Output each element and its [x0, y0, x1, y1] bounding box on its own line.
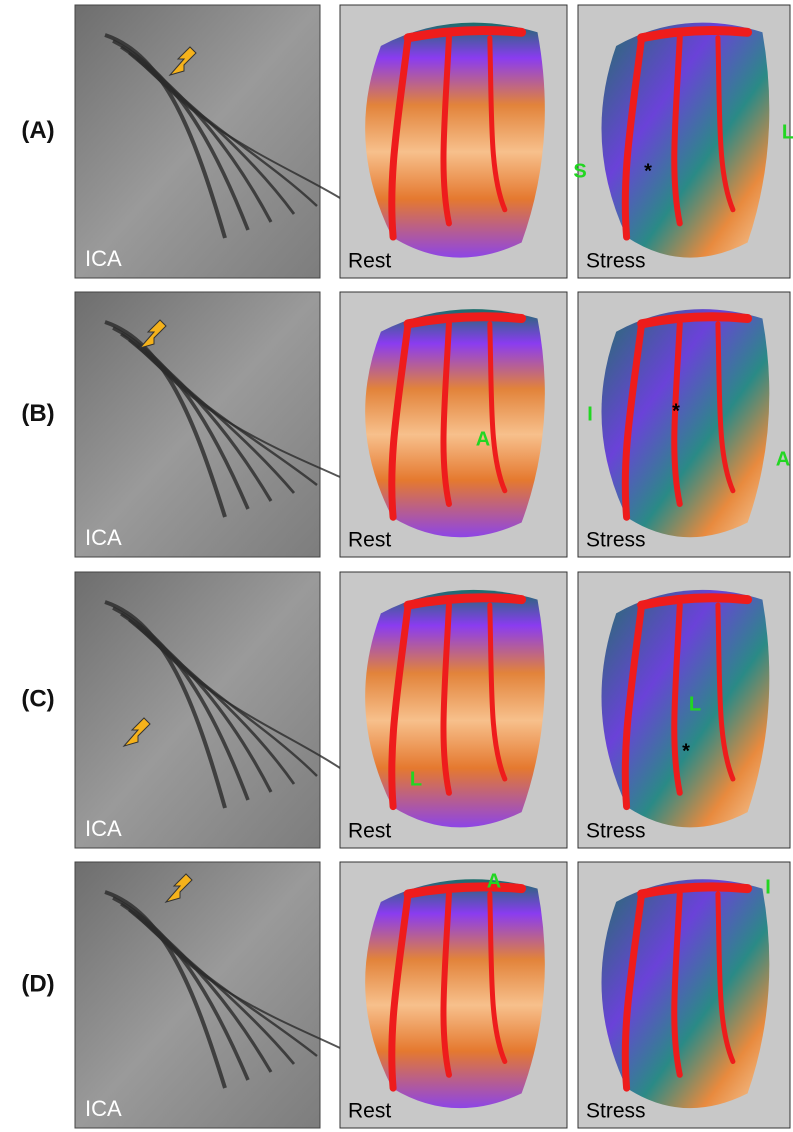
marker: L	[410, 768, 422, 790]
row-label: (D)	[21, 970, 54, 997]
panels: (A) ICA Rest Stress S * L (B) ICA Rest A Stress I * A (…	[21, 5, 793, 1128]
marker: *	[682, 740, 690, 762]
row-label: (C)	[21, 685, 54, 712]
row-label: (B)	[21, 400, 54, 427]
angiogram-image	[75, 862, 320, 1128]
marker: I	[587, 403, 593, 425]
marker: *	[644, 160, 652, 182]
angiogram-image	[75, 5, 320, 278]
figure: (A) ICA Rest Stress S * L (B) ICA Rest A Stress I * A (…	[0, 0, 793, 1132]
marker: I	[765, 876, 771, 898]
marker: *	[672, 400, 680, 422]
stress-label: Stress	[586, 1100, 646, 1123]
angiogram-image	[75, 292, 320, 557]
marker: A	[776, 448, 790, 470]
rest-label: Rest	[348, 1100, 391, 1123]
angiogram-image	[75, 572, 320, 848]
ica-label: ICA	[85, 816, 122, 841]
ica-label: ICA	[85, 525, 122, 550]
row-label: (A)	[21, 117, 54, 144]
ica-label: ICA	[85, 1096, 122, 1121]
stress-label: Stress	[586, 820, 646, 843]
rest-label: Rest	[348, 820, 391, 843]
rest-label: Rest	[348, 250, 391, 273]
marker: A	[476, 428, 490, 450]
stress-label: Stress	[586, 529, 646, 552]
marker: A	[487, 870, 501, 892]
marker: L	[782, 121, 793, 143]
marker: L	[689, 693, 701, 715]
ica-label: ICA	[85, 246, 122, 271]
stress-label: Stress	[586, 250, 646, 273]
rest-label: Rest	[348, 529, 391, 552]
marker: S	[573, 160, 586, 182]
